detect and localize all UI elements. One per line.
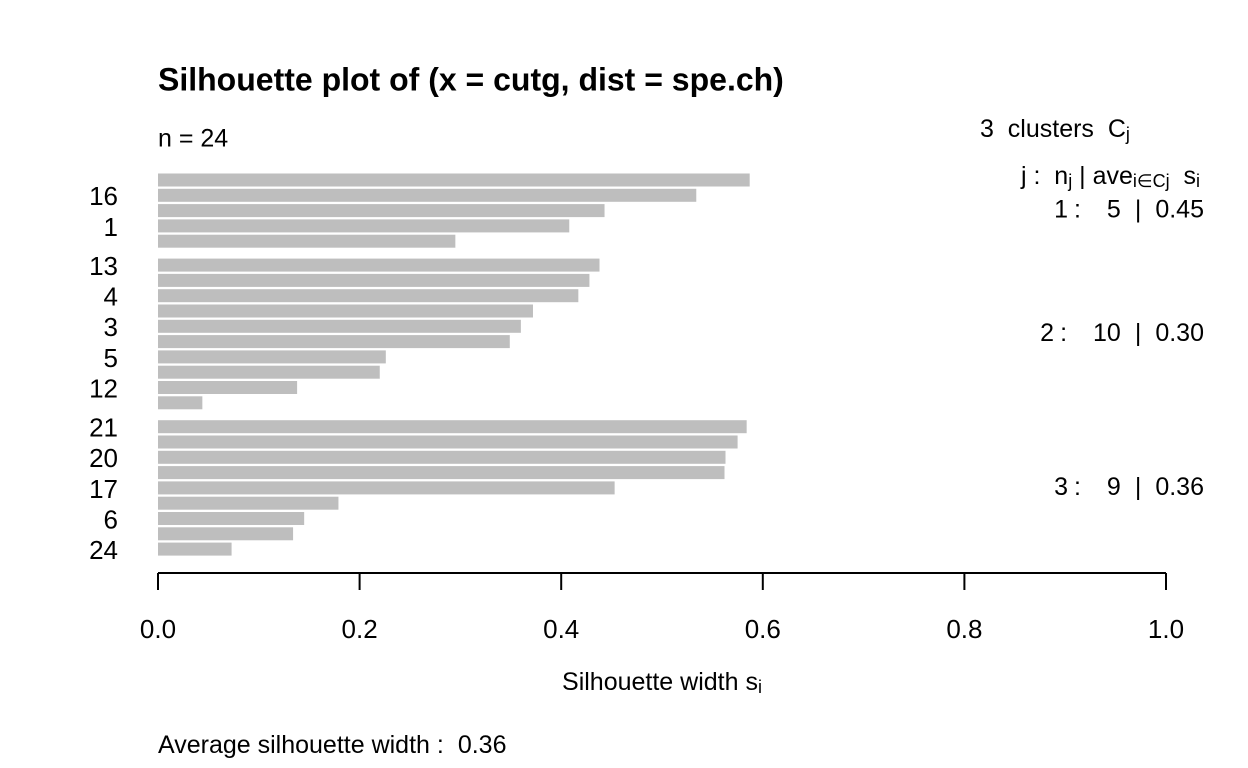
y-tick-label: 3 [104,312,118,342]
chart-title: Silhouette plot of (x = cutg, dist = spe… [158,61,784,97]
cluster-stats: 3:9 | 0.36 [1054,473,1204,501]
separator: | [1135,195,1142,223]
y-tick-label: 17 [89,474,118,504]
stats-header: j : nj | avei∈Cj si [1020,162,1200,192]
stats-header-part: j [1067,171,1072,191]
bar [158,481,615,495]
cluster-id: 3 [1054,473,1068,501]
y-tick-label: 16 [89,181,118,211]
x-tick-label: 0.0 [140,614,176,644]
bar [158,234,456,248]
bar [158,188,697,202]
bar [158,365,380,379]
y-tick-label: 12 [89,373,118,403]
bar [158,512,305,525]
cluster-size: 10 [1093,319,1121,347]
cluster-stats: 2:10 | 0.30 [1040,319,1204,347]
bar [158,450,726,464]
bar [158,219,570,233]
x-axis-title-part: i [758,677,762,697]
stats-header-part: j : n [1020,162,1068,190]
y-tick-label: 24 [89,535,118,565]
bar [158,496,339,510]
cluster-id: 2 [1040,319,1054,347]
stats-header-part: | ave [1072,162,1133,190]
y-tick-label: 20 [89,443,118,473]
cluster-average: 0.45 [1155,195,1204,223]
clusters-header-part: 3 clusters C [980,115,1126,143]
bar [158,396,203,410]
cluster-stats: 1:5 | 0.45 [1054,195,1204,223]
x-tick-label: 0.2 [342,614,378,644]
x-axis-title: Silhouette width si [562,668,762,698]
cluster-size: 5 [1107,195,1121,223]
bar [158,289,579,303]
separator: : [1074,473,1081,501]
bar [158,381,298,394]
clusters-header-part: j [1125,124,1130,144]
separator: | [1135,319,1142,347]
stats-header-part: i [1196,171,1200,191]
y-tick-label: 6 [104,504,118,534]
x-tick-label: 1.0 [1148,614,1184,644]
separator: | [1135,473,1142,501]
footer: Average silhouette width : 0.36 [158,731,507,759]
bar [158,258,600,272]
y-tick-label: 1 [104,212,118,242]
x-axis-title-part: Silhouette width s [562,668,758,696]
bar [158,542,232,556]
cluster-id: 1 [1054,195,1068,223]
bar [158,173,750,187]
bar [158,435,738,449]
x-tick-label: 0.8 [946,614,982,644]
y-tick-label: 4 [104,282,118,312]
bar [158,420,747,434]
bar [158,204,605,218]
bar [158,527,294,541]
y-tick-label: 13 [89,251,118,281]
cluster-size: 9 [1107,473,1121,501]
clusters-header: 3 clusters Cj [980,115,1130,145]
bar [158,335,510,349]
y-tick-label: 21 [89,413,118,443]
x-tick-label: 0.6 [745,614,781,644]
cluster-average: 0.30 [1155,319,1204,347]
stats-header-part: s [1170,162,1196,190]
stats-header-part: i∈Cj [1133,171,1170,191]
bar [158,350,386,364]
x-tick-label: 0.4 [543,614,579,644]
cluster-average: 0.36 [1155,473,1204,501]
bar [158,466,725,480]
average-width: 0.36 [458,731,507,759]
bar [158,319,521,333]
y-tick-label: 5 [104,343,118,373]
subtitle: n = 24 [158,125,228,153]
bar [158,304,533,318]
separator: : [1074,195,1081,223]
footer-label: Average silhouette width : [158,731,444,759]
bar [158,273,590,287]
separator: : [1060,319,1067,347]
